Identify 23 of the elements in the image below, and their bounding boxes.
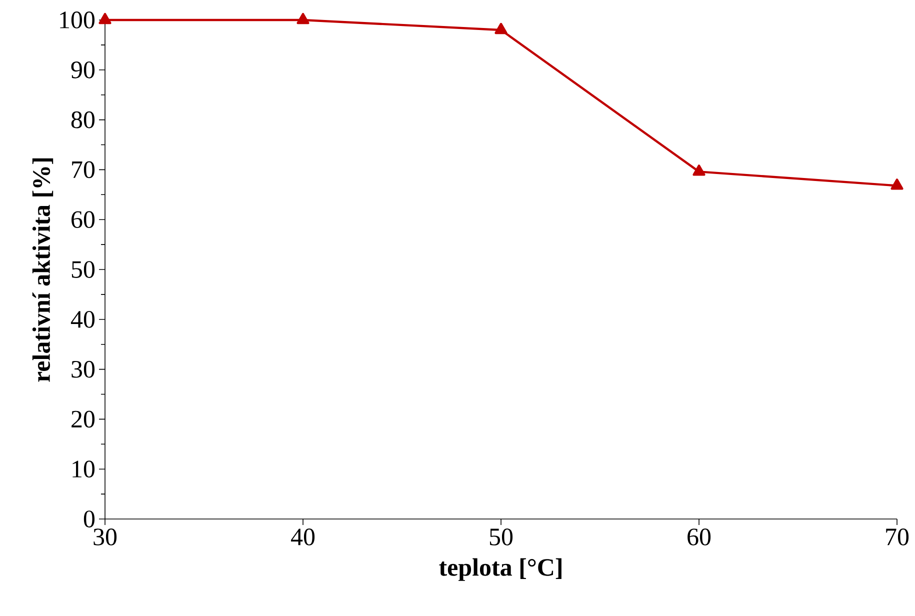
y-tick-label: 100 bbox=[60, 12, 95, 28]
y-axis-title: relativní aktivita [%] bbox=[32, 158, 54, 382]
x-tick-label: 60 bbox=[688, 528, 711, 546]
y-tick-label: 80 bbox=[71, 111, 95, 128]
y-tick-label: 10 bbox=[72, 460, 95, 478]
x-tick-label: 40 bbox=[290, 528, 315, 546]
y-tick-label: 20 bbox=[72, 410, 95, 428]
x-tick-label: 30 bbox=[94, 528, 117, 546]
x-tick-label: 70 bbox=[886, 528, 909, 546]
y-tick-label: 70 bbox=[72, 161, 95, 178]
y-tick-label: 0 bbox=[84, 510, 95, 528]
point bbox=[296, 12, 310, 24]
y-tick-label: 60 bbox=[72, 211, 95, 228]
point bbox=[494, 22, 508, 34]
point bbox=[692, 164, 706, 176]
point bbox=[98, 12, 112, 24]
x-tick-label: 50 bbox=[490, 528, 513, 546]
y-tick-label: 40 bbox=[70, 310, 95, 328]
y-tick-label: 50 bbox=[72, 261, 95, 278]
y-tick-label: 30 bbox=[72, 360, 95, 378]
point bbox=[890, 178, 904, 190]
y-tick-label: 90 bbox=[71, 61, 95, 78]
x-axis-title: teplota [°C] bbox=[439, 558, 562, 581]
